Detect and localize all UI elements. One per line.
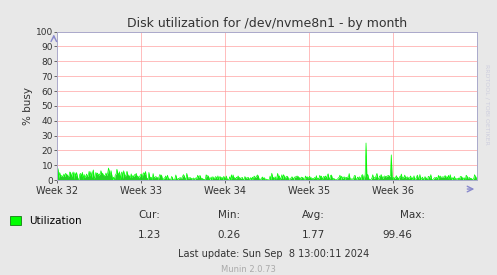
Text: Avg:: Avg:: [302, 210, 325, 220]
Text: 0.26: 0.26: [217, 230, 240, 240]
Y-axis label: % busy: % busy: [23, 87, 33, 125]
Text: RRDTOOL / TOBI OETIKER: RRDTOOL / TOBI OETIKER: [485, 64, 490, 145]
Text: Min:: Min:: [218, 210, 240, 220]
Text: Last update: Sun Sep  8 13:00:11 2024: Last update: Sun Sep 8 13:00:11 2024: [178, 249, 369, 259]
Legend: Utilization: Utilization: [10, 216, 82, 226]
Text: Cur:: Cur:: [138, 210, 160, 220]
Text: 1.23: 1.23: [138, 230, 161, 240]
Text: Munin 2.0.73: Munin 2.0.73: [221, 265, 276, 274]
Text: Max:: Max:: [400, 210, 425, 220]
Text: 99.46: 99.46: [383, 230, 413, 240]
Text: 1.77: 1.77: [302, 230, 325, 240]
Title: Disk utilization for /dev/nvme8n1 - by month: Disk utilization for /dev/nvme8n1 - by m…: [127, 17, 407, 31]
